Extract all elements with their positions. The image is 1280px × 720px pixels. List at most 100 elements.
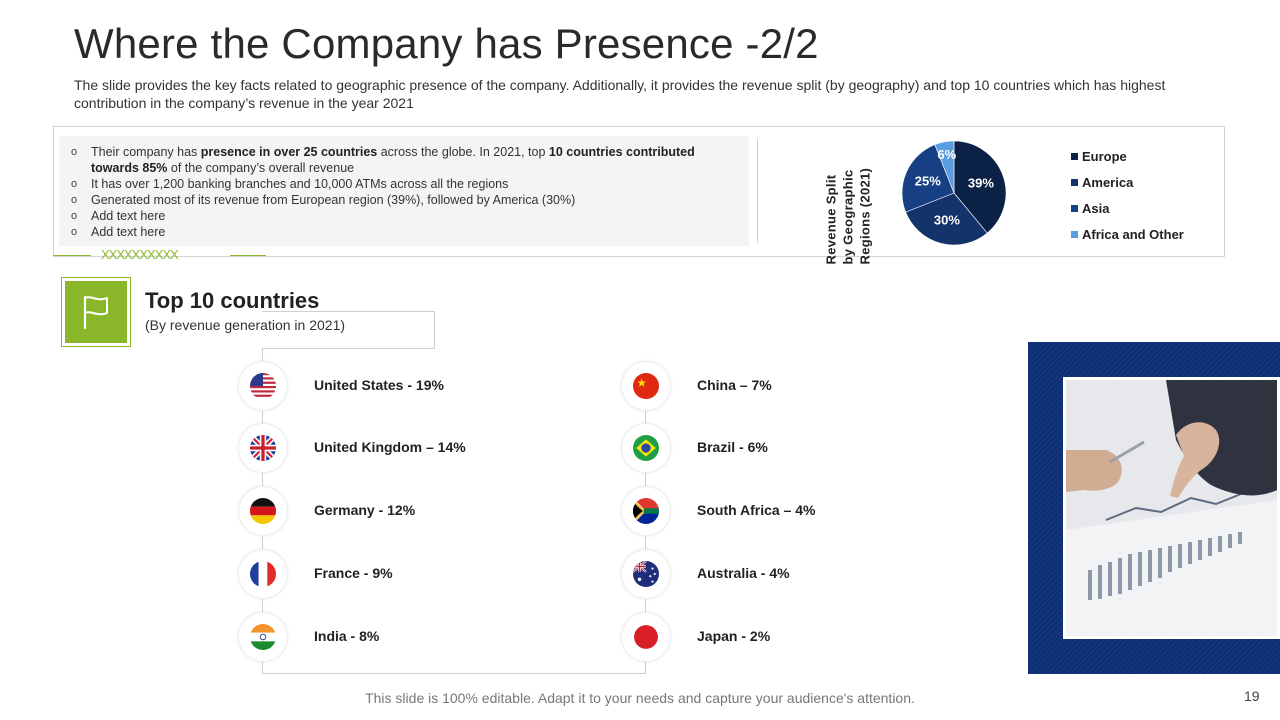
divider-x-pattern: XXXXXXXXXX bbox=[101, 247, 179, 262]
country-label: South Africa – 4% bbox=[697, 502, 816, 518]
uk-flag-icon bbox=[250, 435, 276, 461]
bullet-marker: o bbox=[71, 178, 78, 190]
page-number: 19 bbox=[1244, 688, 1260, 704]
country-label: United Kingdom – 14% bbox=[314, 439, 466, 455]
fact-bold-text: presence in over 25 countries bbox=[200, 145, 378, 159]
country-label: China – 7% bbox=[697, 377, 772, 393]
country-label: Japan - 2% bbox=[697, 628, 771, 644]
legend-item: Asia bbox=[1071, 195, 1184, 221]
flag-badge bbox=[239, 487, 287, 535]
pie-slice-asia bbox=[901, 144, 955, 213]
legend-label: America bbox=[1082, 174, 1134, 190]
key-facts-panel: o Their company has presence in over 25 c… bbox=[53, 126, 1225, 265]
fact-bullet: o Add text here bbox=[71, 224, 737, 240]
legend-label: Europe bbox=[1082, 148, 1127, 164]
bullet-marker: o bbox=[71, 194, 78, 206]
legend-label: Asia bbox=[1082, 200, 1110, 216]
photo bbox=[1063, 377, 1280, 639]
panel-divider bbox=[757, 139, 758, 243]
australia-flag-icon bbox=[633, 561, 659, 587]
fact-text: Their company has bbox=[91, 145, 201, 159]
slide-title: Where the Company has Presence -2/2 bbox=[74, 20, 819, 67]
country-label: Brazil - 6% bbox=[697, 439, 768, 455]
fact-text: Add text here bbox=[91, 225, 166, 239]
divider-line bbox=[230, 255, 266, 256]
fact-text: Add text here bbox=[91, 209, 166, 223]
pie-data-label: 30% bbox=[934, 213, 960, 228]
legend-swatch bbox=[1071, 178, 1078, 186]
bullet-marker: o bbox=[71, 226, 78, 238]
key-facts-list: o Their company has presence in over 25 c… bbox=[59, 136, 749, 246]
country-item: Germany - 12% bbox=[239, 487, 415, 535]
bullet-marker: o bbox=[71, 146, 78, 158]
country-item: United Kingdom – 14% bbox=[239, 424, 466, 472]
pie-slice-africa-and-other bbox=[934, 140, 955, 194]
germany-flag-icon bbox=[250, 498, 276, 524]
country-item: United States - 19% bbox=[239, 362, 444, 410]
fact-bullet: o It has over 1,200 banking branches and … bbox=[71, 176, 737, 192]
flag-badge bbox=[622, 550, 670, 598]
photo-frame bbox=[1028, 342, 1280, 674]
fact-text: of the company’s overall revenue bbox=[167, 161, 355, 175]
country-label: Germany - 12% bbox=[314, 502, 416, 518]
chart-title: Revenue Split by Geographic Regions (202… bbox=[823, 167, 873, 265]
country-item: India - 8% bbox=[239, 613, 379, 661]
flag-icon bbox=[83, 295, 108, 330]
legend-item: Europe bbox=[1071, 143, 1184, 169]
india-flag-icon bbox=[250, 624, 276, 650]
country-item: Japan - 2% bbox=[622, 613, 770, 661]
fact-bullet: o Their company has presence in over 25 c… bbox=[71, 144, 737, 176]
legend-swatch bbox=[1071, 152, 1078, 160]
flag-badge bbox=[239, 362, 287, 410]
country-label: United States - 19% bbox=[314, 377, 444, 393]
business-analysis-photo-icon bbox=[1066, 380, 1277, 636]
pie-slice-america bbox=[905, 192, 988, 246]
country-item: China – 7% bbox=[622, 362, 772, 410]
fact-bullet: o Add text here bbox=[71, 208, 737, 224]
slide-subtitle: The slide provides the key facts related… bbox=[74, 77, 1166, 111]
flag-badge bbox=[239, 613, 287, 661]
pie-data-label: 6% bbox=[937, 147, 956, 162]
section-title: Top 10 countries bbox=[145, 288, 320, 313]
legend-swatch bbox=[1071, 204, 1078, 212]
bullet-marker: o bbox=[71, 210, 78, 222]
connector-bracket bbox=[262, 311, 435, 349]
connector-line bbox=[262, 673, 646, 674]
country-item: South Africa – 4% bbox=[622, 487, 816, 535]
flag-badge bbox=[622, 362, 670, 410]
pie-data-label: 39% bbox=[968, 175, 994, 190]
country-item: France - 9% bbox=[239, 550, 393, 598]
flag-badge bbox=[622, 487, 670, 535]
fact-text: It has over 1,200 banking branches and 1… bbox=[91, 177, 509, 191]
japan-flag-icon bbox=[633, 624, 659, 650]
pie-slice-europe bbox=[953, 140, 1007, 234]
footer-note: This slide is 100% editable. Adapt it to… bbox=[365, 690, 915, 706]
divider-line bbox=[53, 255, 91, 256]
section-flag-badge bbox=[61, 277, 131, 347]
brazil-flag-icon bbox=[633, 435, 659, 461]
us-flag-icon bbox=[250, 373, 276, 399]
country-label: France - 9% bbox=[314, 565, 393, 581]
legend-item: Africa and Other bbox=[1071, 221, 1184, 247]
section-subtitle: (By revenue generation in 2021) bbox=[145, 317, 346, 333]
china-flag-icon bbox=[633, 373, 659, 399]
fact-bullet: o Generated most of its revenue from Euro… bbox=[71, 192, 737, 208]
chart-legend: Europe America Asia Africa and Other bbox=[1071, 143, 1184, 247]
france-flag-icon bbox=[250, 561, 276, 587]
south-africa-flag-icon bbox=[633, 498, 659, 524]
country-item: Australia - 4% bbox=[622, 550, 790, 598]
country-label: India - 8% bbox=[314, 628, 380, 644]
flag-badge bbox=[622, 424, 670, 472]
flag-badge bbox=[239, 424, 287, 472]
legend-label: Africa and Other bbox=[1082, 226, 1184, 242]
fact-bold-text: 10 countries contributed towards 85% bbox=[91, 145, 695, 175]
revenue-pie-chart: 39% 30% 25% 6% bbox=[901, 140, 1007, 246]
country-item: Brazil - 6% bbox=[622, 424, 768, 472]
pie-data-label: 25% bbox=[915, 174, 941, 189]
flag-badge bbox=[239, 550, 287, 598]
legend-swatch bbox=[1071, 230, 1078, 238]
fact-text: across the globe. In 2021, top bbox=[377, 145, 549, 159]
country-label: Australia - 4% bbox=[697, 565, 790, 581]
fact-text: Generated most of its revenue from Europ… bbox=[91, 193, 576, 207]
flag-badge bbox=[622, 613, 670, 661]
